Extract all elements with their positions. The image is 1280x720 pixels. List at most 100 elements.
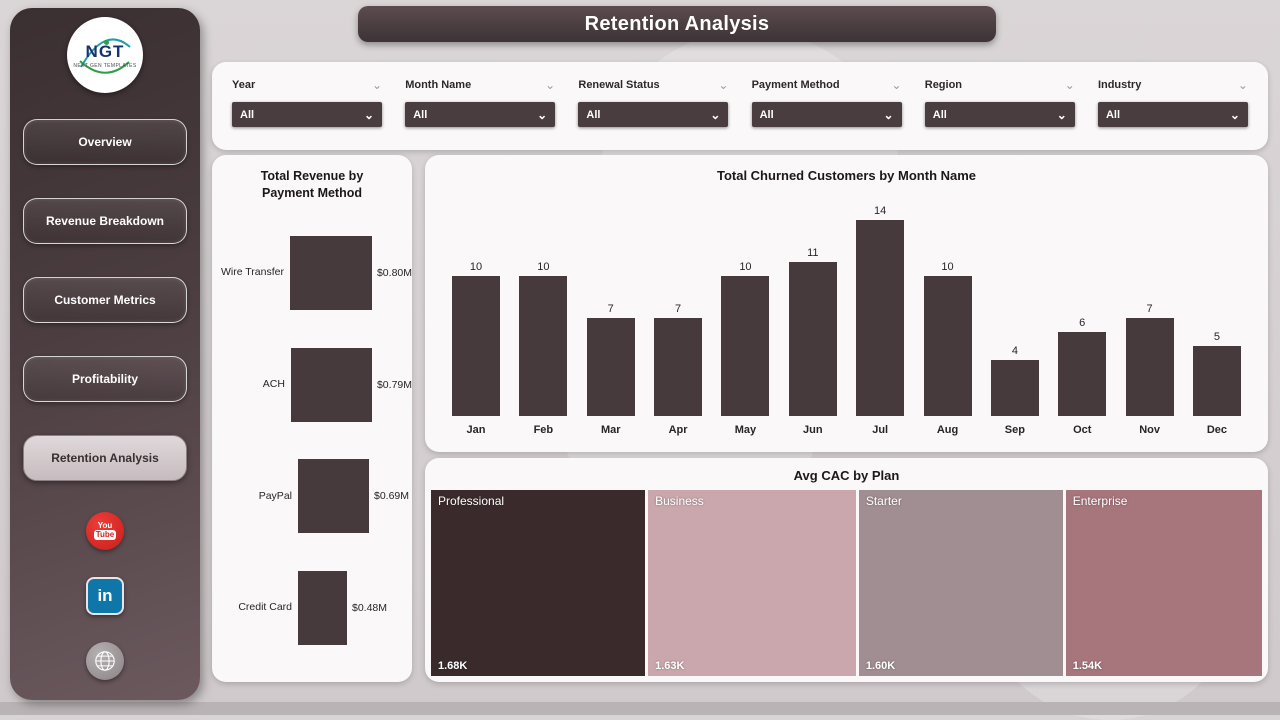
bottom-band — [0, 702, 1280, 715]
chevron-down-icon[interactable]: ⌄ — [718, 78, 729, 92]
filter-select-renewal-status[interactable]: All ⌄ — [578, 102, 729, 127]
hbar-row-wire-transfer: Wire Transfer $0.80M — [212, 235, 412, 310]
column-bar-mar[interactable] — [586, 318, 635, 416]
linkedin-icon[interactable]: in — [86, 577, 124, 615]
column-bar-sep[interactable] — [990, 360, 1039, 416]
linkedin-icon-text: in — [97, 585, 113, 605]
treemap-plan-label: Starter — [865, 494, 902, 508]
bar-value-label: 6 — [1079, 317, 1086, 329]
sidebar-item-overview[interactable]: Overview — [23, 119, 187, 165]
column-bar-may[interactable] — [721, 276, 770, 416]
filter-select-industry[interactable]: All ⌄ — [1097, 102, 1248, 127]
month-label: Jan — [466, 424, 486, 436]
filter-select-month-name[interactable]: All ⌄ — [405, 102, 556, 127]
hbar-bar-credit-card[interactable] — [298, 571, 347, 646]
column-bar-dec[interactable] — [1192, 346, 1241, 416]
column-bar-oct[interactable] — [1058, 332, 1107, 416]
month-label: May — [734, 424, 757, 436]
sidebar-item-revenue-breakdown[interactable]: Revenue Breakdown — [23, 198, 187, 244]
filter-select-year[interactable]: All ⌄ — [232, 102, 382, 127]
column-nov: 7 Nov — [1125, 193, 1174, 440]
treemap-plan-label: Professional — [438, 494, 505, 508]
month-label: Sep — [1004, 424, 1025, 436]
column-sep: 4 Sep — [990, 193, 1039, 440]
filter-select-region[interactable]: All ⌄ — [924, 102, 1075, 127]
treemap-segment-professional[interactable]: Professional 1.68K — [431, 490, 646, 676]
column-zone: 5 — [1192, 193, 1241, 416]
chevron-down-icon[interactable]: ⌄ — [891, 78, 902, 92]
treemap-value-label: 1.60K — [865, 660, 896, 672]
column-oct: 6 Oct — [1058, 193, 1107, 440]
filter-label: Year — [232, 79, 256, 91]
column-aug: 10 Aug — [923, 193, 972, 440]
filter-region: Region ⌄ All ⌄ — [924, 62, 1075, 150]
hbar-bar-wire-transfer[interactable] — [289, 235, 372, 310]
hbar-value-label: $0.79M — [376, 378, 412, 391]
web-icon[interactable] — [86, 642, 124, 680]
chevron-down-icon: ⌄ — [710, 107, 721, 122]
bar-value-label: 5 — [1213, 331, 1221, 343]
month-label: Feb — [533, 424, 554, 436]
hbar-row-ach: ACH $0.79M — [212, 347, 412, 422]
churned-by-month-card: Total Churned Customers by Month Name 10… — [425, 155, 1268, 452]
column-zone: 6 — [1058, 193, 1107, 416]
column-zone: 10 — [721, 193, 770, 416]
treemap-segment-starter[interactable]: Starter 1.60K — [858, 490, 1063, 676]
month-label: Nov — [1139, 424, 1160, 436]
column-bar-apr[interactable] — [654, 318, 703, 416]
column-bar-feb[interactable] — [519, 276, 568, 416]
chevron-down-icon[interactable]: ⌄ — [1064, 78, 1075, 92]
filter-year: Year ⌄ All ⌄ — [232, 62, 382, 150]
bar-value-label: 14 — [874, 205, 887, 217]
globe-grid-icon — [95, 651, 115, 671]
page-title: Retention Analysis — [584, 12, 770, 35]
hbar-bar-paypal[interactable] — [298, 459, 369, 534]
column-bar-aug[interactable] — [923, 276, 972, 416]
bar-value-label: 10 — [739, 261, 752, 273]
youtube-icon[interactable]: You Tube — [86, 512, 124, 550]
filter-label-row: Industry ⌄ — [1098, 77, 1248, 93]
treemap-segment-enterprise[interactable]: Enterprise 1.54K — [1065, 490, 1263, 676]
column-jul: 14 Jul — [856, 193, 905, 440]
column-bar-jun[interactable] — [788, 262, 837, 416]
chevron-down-icon: ⌄ — [537, 107, 548, 122]
column-zone: 10 — [519, 193, 568, 416]
column-bar-jul[interactable] — [856, 220, 905, 416]
cac-by-plan-card: Avg CAC by Plan Professional 1.68K Busines… — [425, 458, 1268, 682]
filter-selected-value: All — [586, 108, 601, 121]
column-mar: 7 Mar — [586, 193, 635, 440]
chevron-down-icon[interactable]: ⌄ — [371, 78, 382, 92]
column-bar-nov[interactable] — [1125, 318, 1174, 416]
sidebar-nav: Overview Revenue Breakdown Customer Metric… — [23, 119, 187, 481]
chevron-down-icon[interactable]: ⌄ — [545, 78, 556, 92]
filter-label: Region — [924, 79, 963, 91]
sidebar-item-retention-analysis[interactable]: Retention Analysis — [23, 435, 187, 481]
treemap-value-label: 1.68K — [438, 660, 468, 672]
filter-select-payment-method[interactable]: All ⌄ — [751, 102, 902, 127]
sidebar-item-customer-metrics[interactable]: Customer Metrics — [23, 277, 187, 323]
sidebar-item-profitability[interactable]: Profitability — [23, 356, 187, 402]
treemap-value-label: 1.54K — [1072, 660, 1103, 672]
logo-text: NGT — [85, 41, 125, 61]
filter-industry: Industry ⌄ All ⌄ — [1097, 62, 1248, 150]
column-jan: 10 Jan — [452, 193, 500, 440]
churned-by-month-chart: 10 Jan 10 Feb 7 Mar 7 Apr 10 May 11 Jun 14 Jul 10 Aug 4 S… — [452, 193, 1241, 440]
column-zone: 10 — [452, 193, 500, 416]
chart-title: Avg CAC by Plan — [793, 468, 900, 483]
logo-accent-dot — [104, 40, 109, 45]
treemap-plan-label: Enterprise — [1072, 494, 1128, 508]
chart-title: Total Churned Customers by Month Name — [716, 168, 977, 183]
column-zone: 11 — [788, 193, 837, 416]
treemap-segment-business[interactable]: Business 1.63K — [648, 490, 856, 676]
column-zone: 7 — [1125, 193, 1174, 416]
hbar-category-label: PayPal — [258, 489, 292, 502]
chevron-down-icon: ⌄ — [883, 107, 894, 122]
revenue-by-payment-chart: Wire Transfer $0.80M ACH $0.79M PayPal $0.69M… — [212, 217, 412, 664]
month-label: Dec — [1206, 424, 1228, 436]
chevron-down-icon: ⌄ — [1056, 107, 1067, 122]
chevron-down-icon[interactable]: ⌄ — [1237, 78, 1248, 92]
column-bar-jan[interactable] — [452, 276, 500, 416]
filter-label: Renewal Status — [578, 79, 660, 91]
hbar-bar-ach[interactable] — [290, 347, 372, 422]
